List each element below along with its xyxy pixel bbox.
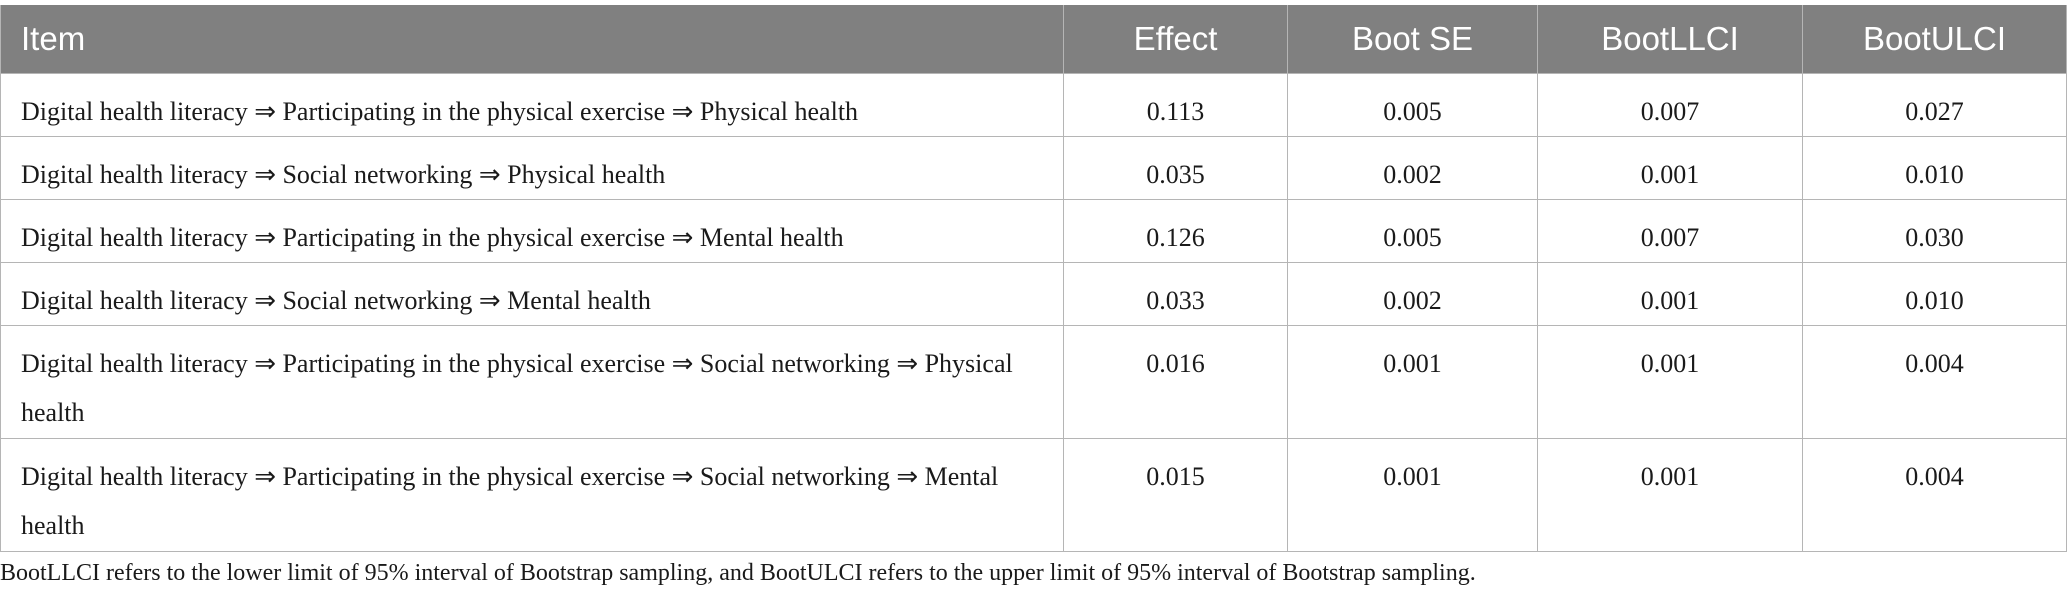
cell-boot-se: 0.001: [1287, 325, 1538, 439]
cell-item: Digital health literacy ⇒ Participating …: [0, 325, 1064, 439]
cell-boot-llci: 0.001: [1537, 136, 1803, 200]
cell-boot-ulci: 0.004: [1802, 438, 2067, 552]
mediation-effects-table-container: Item Effect Boot SE BootLLCI BootULCI Di…: [0, 5, 2067, 552]
cell-boot-llci: 0.007: [1537, 73, 1803, 137]
cell-effect: 0.016: [1063, 325, 1288, 439]
table-row: Digital health literacy ⇒ Participating …: [0, 73, 2067, 137]
table-row: Digital health literacy ⇒ Participating …: [0, 325, 2067, 439]
cell-effect: 0.015: [1063, 438, 1288, 552]
cell-item: Digital health literacy ⇒ Participating …: [0, 73, 1064, 137]
header-boot-ulci: BootULCI: [1802, 5, 2067, 74]
cell-boot-llci: 0.001: [1537, 262, 1803, 326]
cell-boot-llci: 0.001: [1537, 438, 1803, 552]
cell-effect: 0.035: [1063, 136, 1288, 200]
cell-boot-ulci: 0.030: [1802, 199, 2067, 263]
cell-boot-se: 0.002: [1287, 136, 1538, 200]
cell-boot-se: 0.001: [1287, 438, 1538, 552]
cell-item: Digital health literacy ⇒ Social network…: [0, 262, 1064, 326]
header-item: Item: [0, 5, 1064, 74]
cell-boot-se: 0.002: [1287, 262, 1538, 326]
cell-boot-ulci: 0.027: [1802, 73, 2067, 137]
table-row: Digital health literacy ⇒ Participating …: [0, 199, 2067, 263]
cell-effect: 0.113: [1063, 73, 1288, 137]
cell-boot-se: 0.005: [1287, 199, 1538, 263]
cell-effect: 0.126: [1063, 199, 1288, 263]
header-boot-se: Boot SE: [1287, 5, 1538, 74]
cell-boot-ulci: 0.010: [1802, 262, 2067, 326]
header-boot-llci: BootLLCI: [1537, 5, 1803, 74]
cell-item: Digital health literacy ⇒ Participating …: [0, 438, 1064, 552]
table-row: Digital health literacy ⇒ Social network…: [0, 136, 2067, 200]
cell-boot-se: 0.005: [1287, 73, 1538, 137]
table-header-row: Item Effect Boot SE BootLLCI BootULCI: [0, 5, 2067, 74]
table-row: Digital health literacy ⇒ Social network…: [0, 262, 2067, 326]
cell-boot-ulci: 0.010: [1802, 136, 2067, 200]
header-effect: Effect: [1063, 5, 1288, 74]
cell-boot-llci: 0.001: [1537, 325, 1803, 439]
table-footnote: BootLLCI refers to the lower limit of 95…: [0, 560, 1476, 586]
mediation-effects-table: Item Effect Boot SE BootLLCI BootULCI Di…: [0, 5, 2067, 552]
cell-item: Digital health literacy ⇒ Participating …: [0, 199, 1064, 263]
cell-boot-ulci: 0.004: [1802, 325, 2067, 439]
cell-effect: 0.033: [1063, 262, 1288, 326]
table-row: Digital health literacy ⇒ Participating …: [0, 438, 2067, 552]
cell-item: Digital health literacy ⇒ Social network…: [0, 136, 1064, 200]
cell-boot-llci: 0.007: [1537, 199, 1803, 263]
